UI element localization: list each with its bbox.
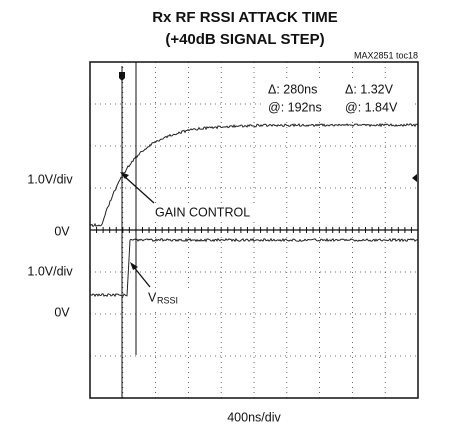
y-label: 1.0V/div bbox=[27, 172, 73, 186]
trigger-marker bbox=[119, 72, 125, 81]
readout-bg bbox=[263, 80, 413, 118]
cursor-readout: Δ: 1.32V bbox=[345, 82, 394, 96]
y-label: 0V bbox=[54, 224, 70, 238]
y-label: 1.0V/div bbox=[27, 264, 73, 278]
figure-note: MAX2851 toc18 bbox=[354, 50, 418, 60]
arrowhead bbox=[120, 172, 129, 179]
annotation: V bbox=[148, 290, 157, 304]
arrowhead bbox=[130, 262, 138, 270]
cursor-readout: @: 1.84V bbox=[345, 100, 398, 114]
cursor-readout: Δ: 280ns bbox=[268, 82, 317, 96]
label-bg bbox=[146, 290, 196, 310]
cursor-readout: @: 192ns bbox=[268, 100, 322, 114]
gain-control-trace bbox=[89, 122, 419, 228]
y-label: 0V bbox=[54, 305, 70, 319]
arrow bbox=[132, 265, 151, 288]
chart-title: Rx RF RSSI ATTACK TIME bbox=[152, 9, 338, 26]
annotation-subscript: RSSI bbox=[157, 295, 178, 305]
chart-subtitle: (+40dB SIGNAL STEP) bbox=[165, 31, 324, 48]
annotation: GAIN CONTROL bbox=[155, 205, 250, 219]
arrow bbox=[123, 175, 155, 204]
label-bg bbox=[152, 205, 270, 221]
x-label: 400ns/div bbox=[227, 410, 281, 424]
rssi-trace bbox=[89, 237, 419, 298]
level-marker bbox=[412, 174, 417, 182]
